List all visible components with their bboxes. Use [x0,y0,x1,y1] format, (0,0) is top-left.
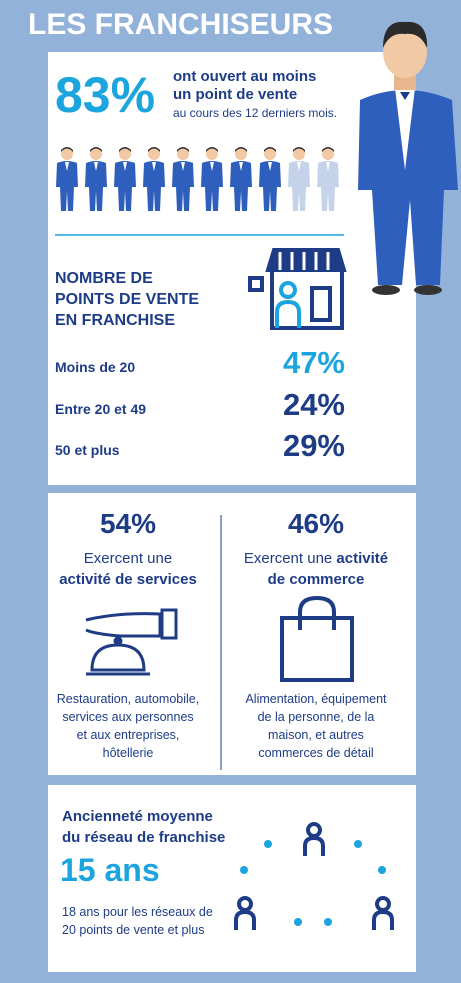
network-icon [234,822,394,930]
intro: Exercent une [83,550,173,567]
description-line: hôtellerie [102,746,154,760]
seniority-heading: Ancienneté moyenne du réseau de franchis… [62,806,225,848]
outlets-heading: NOMBRE DE POINTS DE VENTE EN FRANCHISE [55,268,199,331]
seniority-note: 18 ans pour les réseaux de 20 points de … [62,903,213,939]
note-line: 18 ans pour les réseaux de [62,905,213,919]
shop-icon [248,248,347,330]
person-figure [259,147,281,211]
description-line: et aux entreprises, [76,728,180,742]
shopping-bag-icon [280,595,354,682]
intro: Exercent une [243,550,333,567]
person-figure [85,147,107,211]
heading-line: POINTS DE VENTE [55,291,200,308]
row-percent: 29% [282,428,345,463]
services-description: Restauration, automobile, services aux p… [48,690,208,762]
row-label: Entre 20 et 49 [55,401,147,417]
services-text: Exercent une activité de services [48,548,208,590]
row-label: 50 et plus [55,442,120,458]
commerce-text: Exercent une activité de commerce [231,548,401,590]
person-figure [143,147,165,211]
person-figure [172,147,194,211]
person-figure [317,147,339,211]
people-row [56,147,339,211]
opening-text: ont ouvert au moins un point de vente [173,68,316,104]
heading-line: du réseau de franchise [62,829,226,846]
note-line: 20 points de vente et plus [62,923,205,937]
panel-opening [48,52,416,485]
description-line: commerces de détail [258,746,374,760]
opening-period: au cours des 12 derniers mois. [173,106,338,120]
heading-line: Ancienneté moyenne [62,808,213,825]
person-figure [201,147,223,211]
description-line: Alimentation, équipement [245,692,387,706]
panel-seniority [48,785,416,972]
description-line: de la personne, de la [257,710,375,724]
person-figure [114,147,136,211]
activity: activité [336,550,389,567]
activity: de commerce [267,571,365,588]
services-percent: 54% [99,508,157,539]
person-figure [230,147,252,211]
seniority-value: 15 ans [60,852,160,888]
description-line: Restauration, automobile, [56,692,200,706]
description-line: services aux personnes [62,710,194,724]
page-title: LES FRANCHISEURS [28,8,334,41]
description-line: maison, et autres [268,728,364,742]
opening-line: ont ouvert au moins [173,68,317,85]
row-percent: 47% [282,345,345,380]
commerce-description: Alimentation, équipement de la personne,… [231,690,401,762]
commerce-percent: 46% [287,508,345,539]
person-figure [56,147,78,211]
person-figure [288,147,310,211]
row-percent: 24% [282,387,345,422]
row-label: Moins de 20 [55,359,136,375]
opening-line: un point de vente [173,86,298,103]
activity: activité de services [59,571,197,588]
heading-line: EN FRANCHISE [55,312,176,329]
heading-line: NOMBRE DE [55,270,153,287]
businessman-illustration [358,21,458,295]
opening-percent: 83% [55,67,156,123]
service-bell-icon [85,608,178,676]
